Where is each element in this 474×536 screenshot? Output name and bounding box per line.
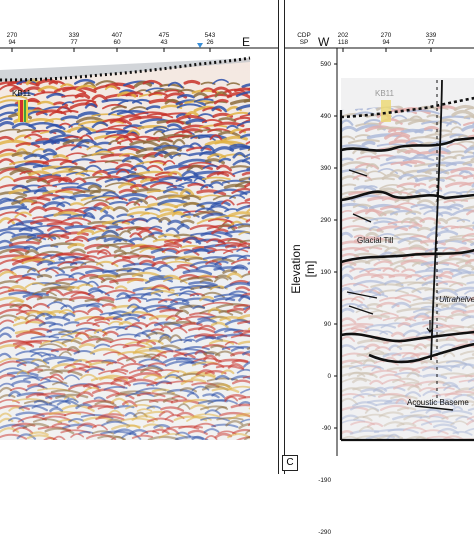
top-axis-ticks (12, 48, 210, 52)
elevation-tick-label: 590 (307, 61, 331, 68)
seismic-reflection (248, 167, 277, 170)
acoustic-basement-label: Acoustic Baseme (407, 398, 469, 407)
top-axis-ticks (343, 48, 431, 52)
seismic-reflection (418, 152, 449, 154)
seismic-reflection (249, 148, 263, 151)
elevation-axis-label: Elevation [m] (289, 244, 317, 294)
elevation-tick-label: -190 (307, 477, 331, 484)
elevation-tick-label: 490 (307, 113, 331, 120)
seismic-reflection (249, 86, 271, 89)
seismic-reflection (249, 407, 263, 410)
seismic-reflection (247, 141, 263, 144)
seismic-reflection (250, 177, 269, 179)
panel-letter-c: C (282, 455, 298, 471)
direction-east-label: E (242, 35, 250, 49)
elevation-tick-label: 390 (307, 165, 331, 172)
seismic-reflection (185, 81, 199, 83)
elevation-tick-label: -90 (307, 425, 331, 432)
seismic-reflection (237, 437, 269, 442)
glacial-till-label: Glacial Till (357, 236, 393, 245)
elevation-tick-label: 90 (307, 321, 331, 328)
seismic-reflection (241, 147, 270, 149)
seismic-reflection (248, 262, 278, 264)
seismic-reflection (248, 281, 266, 283)
seismic-reflection (238, 105, 266, 109)
seismic-reflection (246, 184, 260, 187)
seismic-reflection (248, 204, 269, 206)
well-kb11-log (381, 100, 391, 122)
seismic-reflection (249, 326, 273, 329)
elevation-tick-label: 290 (307, 217, 331, 224)
left-seismic-svg (0, 0, 278, 474)
direction-west-label: W (318, 35, 329, 49)
seismic-reflection (426, 127, 438, 129)
seismic-reflection (464, 311, 474, 313)
seismic-reflection (249, 243, 278, 246)
seismic-reflection (244, 362, 258, 366)
seismic-reflection (248, 345, 278, 348)
seismic-reflection (240, 177, 271, 180)
well-log-green (24, 100, 26, 122)
seismic-reflection (245, 100, 260, 102)
elevation-tick-label: 0 (307, 373, 331, 380)
seismic-reflection (249, 423, 263, 425)
ultrahelvetic-label: Ultrahelve (439, 295, 474, 304)
seismic-reflection (249, 269, 278, 272)
well-log-red (20, 100, 23, 122)
well-kb11-label: KB11 (12, 89, 31, 98)
elevation-tick-label: -290 (307, 529, 331, 536)
seismic-reflection (249, 111, 272, 116)
well-kb11-label: KB11 (375, 89, 394, 98)
